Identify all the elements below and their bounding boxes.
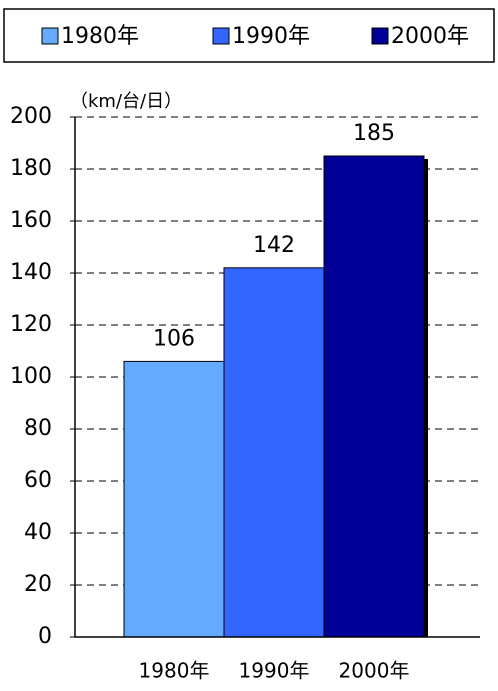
x-tick-label: 1980年 — [139, 659, 210, 683]
legend-swatch — [41, 27, 59, 45]
y-tick-label: 180 — [10, 156, 52, 181]
y-tick-label: 160 — [10, 208, 52, 233]
y-tick-label: 60 — [24, 468, 52, 493]
y-tick-label: 140 — [10, 260, 52, 285]
y-tick-label: 100 — [10, 364, 52, 389]
y-tick-label: 0 — [38, 624, 52, 649]
y-tick-label: 20 — [24, 572, 52, 597]
legend-label: 1990年 — [232, 24, 310, 49]
bar — [323, 155, 425, 638]
legend-box — [3, 8, 495, 63]
data-label: 106 — [153, 326, 195, 351]
legend-label: 1980年 — [61, 24, 139, 49]
y-tick-label: 80 — [24, 416, 52, 441]
x-tick-label: 2000年 — [339, 659, 410, 683]
x-tick-label: 1990年 — [239, 659, 310, 683]
data-label: 185 — [353, 121, 395, 146]
legend-swatch — [371, 27, 389, 45]
y-axis-label: （km/台/日） — [70, 91, 182, 112]
legend-swatch — [212, 27, 230, 45]
bar — [123, 360, 225, 638]
bar — [223, 267, 325, 638]
y-tick-label: 40 — [24, 520, 52, 545]
y-tick-label: 200 — [10, 104, 52, 129]
data-label: 142 — [253, 233, 295, 258]
legend-label: 2000年 — [391, 24, 469, 49]
y-tick-label: 120 — [10, 312, 52, 337]
